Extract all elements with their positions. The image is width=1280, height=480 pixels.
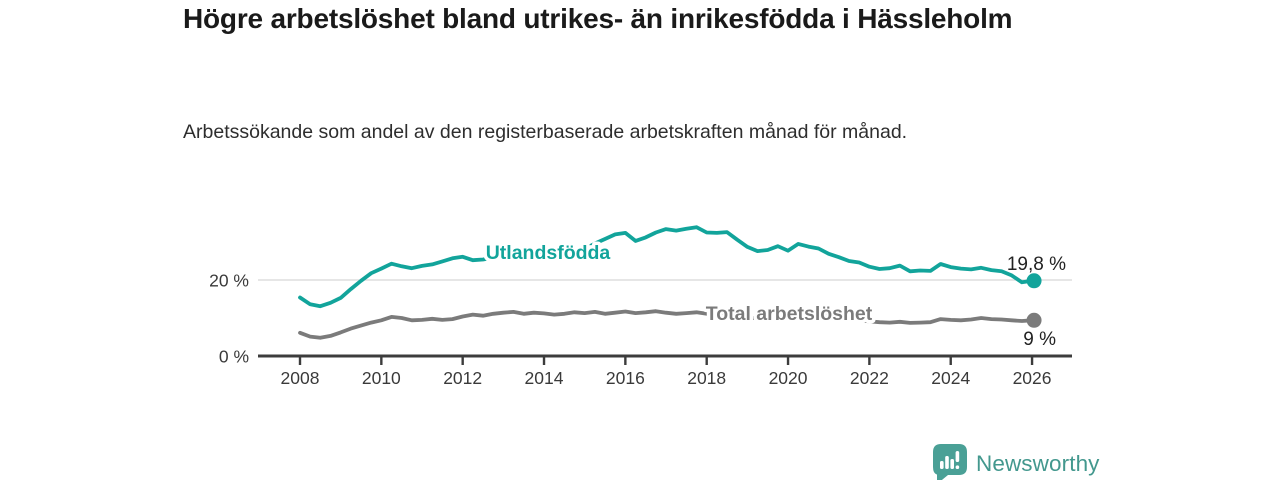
series-end-dot-utlandsfodda [1026, 273, 1042, 289]
end-value-label-utlandsfodda: 19,8 % [1007, 254, 1066, 275]
x-tick-label-2014: 2014 [525, 368, 564, 388]
y-tick-label-0: 0 % [219, 347, 249, 367]
chart-subtitle: Arbetssökande som andel av den registerb… [183, 121, 908, 143]
x-tick-label-2026: 2026 [1013, 368, 1052, 388]
series-line-utlandsfodda [298, 225, 1034, 309]
x-tick-label-2024: 2024 [931, 368, 970, 388]
newsworthy-brand-link[interactable]: Newsworthy [933, 444, 1100, 480]
series-line-total [298, 309, 1034, 340]
series-label-total: Total arbetslöshet [706, 303, 873, 325]
chart-title: Högre arbetslöshet bland utrikes- än inr… [183, 3, 1013, 34]
x-tick-label-2016: 2016 [606, 368, 645, 388]
x-tick-label-2012: 2012 [443, 368, 482, 388]
y-tick-label-20: 20 % [209, 271, 249, 291]
x-tick-label-2008: 2008 [281, 368, 320, 388]
series-label-utlandsfodda: Utlandsfödda [486, 242, 611, 264]
end-value-label-total: 9 % [1023, 329, 1056, 350]
newsworthy-brand-name: Newsworthy [976, 451, 1100, 476]
x-tick-label-2018: 2018 [687, 368, 726, 388]
x-tick-label-2020: 2020 [769, 368, 808, 388]
x-tick-label-2010: 2010 [362, 368, 401, 388]
newsworthy-logo-icon [933, 444, 967, 480]
x-tick-label-2022: 2022 [850, 368, 889, 388]
series-end-dot-total [1026, 312, 1042, 328]
